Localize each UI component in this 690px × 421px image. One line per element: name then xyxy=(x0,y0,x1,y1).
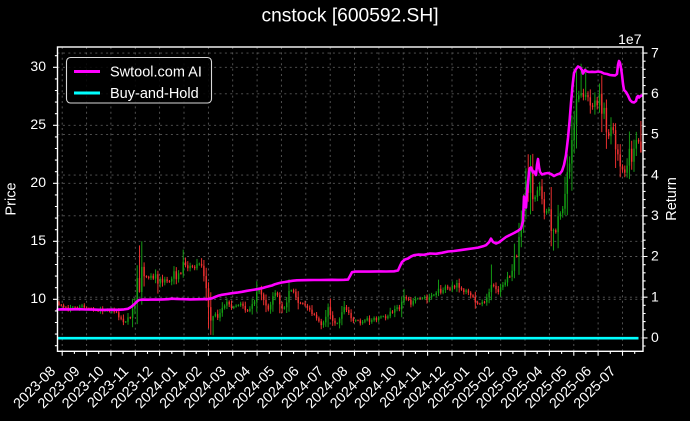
svg-text:6: 6 xyxy=(651,85,659,101)
svg-text:2: 2 xyxy=(651,248,659,264)
svg-text:cnstock [600592.SH]: cnstock [600592.SH] xyxy=(261,6,438,27)
svg-text:Swtool.com AI: Swtool.com AI xyxy=(110,65,202,81)
svg-text:10: 10 xyxy=(30,290,46,306)
svg-text:Price: Price xyxy=(4,182,20,215)
svg-text:3: 3 xyxy=(651,207,659,223)
svg-text:Return: Return xyxy=(664,177,680,221)
svg-text:30: 30 xyxy=(30,58,46,74)
svg-text:20: 20 xyxy=(30,174,46,190)
svg-text:7: 7 xyxy=(651,44,659,60)
svg-text:1: 1 xyxy=(651,288,659,304)
svg-text:5: 5 xyxy=(651,126,659,142)
svg-text:15: 15 xyxy=(30,232,46,248)
svg-text:25: 25 xyxy=(30,116,46,132)
svg-text:4: 4 xyxy=(651,166,659,182)
svg-text:Buy-and-Hold: Buy-and-Hold xyxy=(110,86,199,102)
svg-text:0: 0 xyxy=(651,329,659,345)
svg-text:1e7: 1e7 xyxy=(618,31,642,47)
